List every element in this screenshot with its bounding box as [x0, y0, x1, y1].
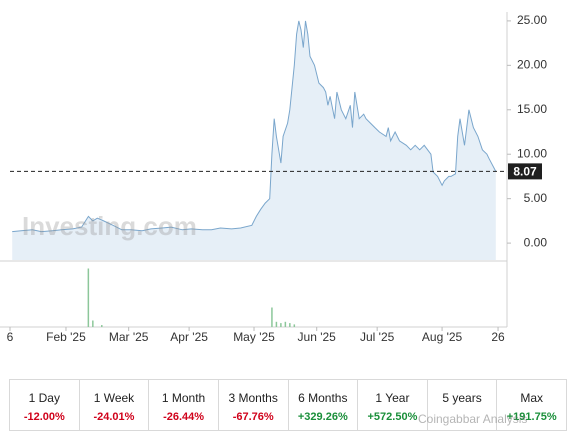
chart: 0.00 5.00 10.00 15.00 20.00 25.00 6 Feb '25 Mar …	[0, 12, 548, 344]
y-tick-label: 5.00	[524, 191, 548, 205]
period-cell[interactable]: 3 Months -67.76%	[219, 380, 289, 430]
volume-bar	[92, 320, 94, 327]
y-tick-label: 15.00	[517, 102, 547, 116]
period-cell[interactable]: 1 Year +572.50%	[358, 380, 428, 430]
price-area	[12, 20, 496, 261]
x-tick-label: 26	[491, 330, 505, 344]
period-cell[interactable]: 1 Day -12.00%	[10, 380, 80, 430]
period-cell[interactable]: 6 Months +329.26%	[289, 380, 359, 430]
volume-bar	[289, 323, 291, 327]
period-label: Max	[520, 391, 544, 405]
volume-bar	[101, 325, 103, 327]
x-tick-label: Jul '25	[360, 330, 395, 344]
y-tick-label: 20.00	[517, 58, 547, 72]
volume-bar	[280, 323, 282, 327]
volume-bar	[271, 307, 273, 327]
x-tick-label: Jun '25	[298, 330, 337, 344]
period-change: -26.44%	[163, 411, 205, 423]
last-price-label: 8.07	[513, 165, 537, 179]
volume-bar	[275, 321, 278, 327]
period-change: +191.75%	[506, 411, 557, 423]
watermark: Investing.com	[22, 211, 197, 241]
period-label: 1 Month	[161, 391, 206, 405]
x-tick-label: Apr '25	[170, 330, 208, 344]
period-change: -67.76%	[232, 411, 274, 423]
x-tick-label: 6	[7, 330, 14, 344]
performance-table: 1 Day -12.00% 1 Week -24.01% 1 Month -26.44% 3…	[9, 379, 567, 431]
period-label: 1 Day	[28, 391, 60, 405]
period-label: 6 Months	[298, 391, 348, 405]
price-line	[12, 20, 497, 233]
x-tick-label: Feb '25	[46, 330, 86, 344]
period-label: 5 years	[442, 391, 482, 405]
y-tick-label: 10.00	[517, 146, 547, 160]
period-label: 1 Week	[93, 391, 135, 405]
volume-bar	[293, 324, 296, 327]
period-cell[interactable]: 5 years	[428, 380, 498, 430]
x-tick-label: Aug '25	[422, 330, 463, 344]
y-tick-label: 25.00	[517, 13, 547, 27]
y-tick-label: 0.00	[524, 235, 548, 249]
x-tick-label: Mar '25	[109, 330, 149, 344]
period-change: -12.00%	[23, 411, 65, 423]
last-price-box	[508, 163, 542, 180]
period-cell[interactable]: 1 Week -24.01%	[80, 380, 150, 430]
volume-bar	[284, 321, 287, 327]
period-change: +329.26%	[297, 411, 348, 423]
period-label: 3 Months	[228, 391, 278, 405]
watermark-credit: Coingabbar Analysis	[418, 412, 528, 426]
x-tick-label: May '25	[233, 330, 275, 344]
period-cell[interactable]: Max +191.75%	[497, 380, 566, 430]
period-change: -24.01%	[93, 411, 135, 423]
period-label: 1 Year	[375, 391, 410, 405]
period-change: +572.50%	[367, 411, 418, 423]
volume-bar	[87, 268, 90, 327]
period-cell[interactable]: 1 Month -26.44%	[149, 380, 219, 430]
